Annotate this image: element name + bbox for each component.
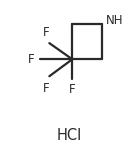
Text: F: F xyxy=(69,83,76,96)
Text: HCl: HCl xyxy=(57,128,82,143)
Text: NH: NH xyxy=(106,14,123,26)
Text: F: F xyxy=(43,82,49,95)
Text: F: F xyxy=(43,26,49,39)
Text: F: F xyxy=(27,53,34,66)
